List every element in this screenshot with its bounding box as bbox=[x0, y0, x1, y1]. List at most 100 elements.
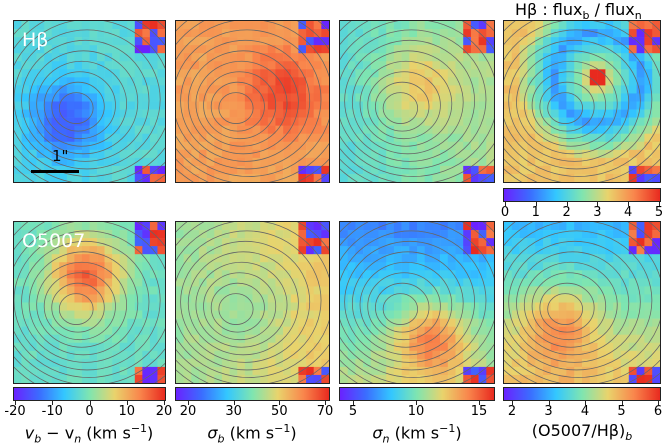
map-pixel bbox=[535, 173, 544, 182]
map-pixel bbox=[21, 262, 30, 271]
map-pixel bbox=[589, 69, 598, 78]
map-pixel bbox=[206, 270, 215, 279]
map-pixel bbox=[401, 246, 410, 255]
map-pixel bbox=[81, 85, 90, 94]
map-pixel bbox=[417, 117, 426, 126]
map-pixel bbox=[321, 141, 329, 151]
map-pixel bbox=[417, 165, 426, 175]
flux-contour bbox=[367, 71, 441, 140]
map-pixel bbox=[59, 310, 68, 319]
map-pixel bbox=[393, 286, 402, 295]
map-pixel bbox=[112, 334, 121, 344]
map-pixel bbox=[370, 165, 379, 175]
map-pixel bbox=[21, 358, 30, 368]
map-pixel bbox=[605, 117, 614, 126]
map-pixel bbox=[112, 294, 121, 303]
map-pixel bbox=[432, 374, 441, 383]
map-pixel bbox=[66, 366, 75, 376]
map-pixel bbox=[112, 270, 121, 279]
map-pixel bbox=[66, 238, 75, 247]
map-pixel bbox=[275, 350, 284, 360]
map-pixel bbox=[191, 366, 200, 376]
map-pixel bbox=[628, 61, 637, 70]
map-pixel bbox=[44, 318, 53, 327]
map-pixel bbox=[97, 85, 105, 94]
map-pixel bbox=[183, 262, 192, 271]
map-pixel bbox=[134, 125, 143, 135]
map-pixel bbox=[432, 93, 441, 102]
map-pixel bbox=[142, 318, 151, 327]
map-pixel bbox=[157, 141, 165, 151]
map-pixel bbox=[652, 246, 660, 255]
map-pixel bbox=[605, 85, 614, 94]
map-pixel bbox=[597, 77, 606, 86]
map-pixel bbox=[440, 149, 449, 159]
map-pixel bbox=[260, 45, 269, 54]
map-pixel bbox=[51, 61, 60, 70]
map-pixel bbox=[298, 133, 307, 143]
map-pixel bbox=[340, 254, 349, 263]
map-pixel bbox=[543, 109, 552, 118]
map-pixel bbox=[321, 69, 329, 78]
map-pixel bbox=[417, 230, 426, 239]
map-pixel bbox=[214, 141, 223, 151]
map-pixel bbox=[582, 350, 591, 360]
map-pixel bbox=[214, 278, 223, 287]
bottom-colorbar-3-tick-label: 6 bbox=[653, 404, 663, 419]
map-pixel bbox=[470, 334, 479, 344]
map-pixel bbox=[417, 270, 426, 279]
map-pixel bbox=[191, 69, 200, 78]
map-pixel bbox=[237, 69, 246, 78]
map-pixel bbox=[486, 238, 494, 247]
map-pixel bbox=[97, 93, 105, 102]
map-pixel bbox=[81, 21, 90, 30]
map-pixel bbox=[112, 157, 121, 167]
map-pixel bbox=[89, 326, 98, 336]
map-pixel bbox=[424, 69, 433, 78]
map-pixel bbox=[355, 29, 364, 38]
map-pixel bbox=[370, 53, 379, 62]
map-pixel bbox=[393, 93, 402, 102]
map-pixel bbox=[363, 117, 372, 126]
map-pixel bbox=[89, 238, 98, 247]
map-pixel bbox=[550, 254, 559, 263]
map-pixel bbox=[589, 238, 598, 247]
map-pixel bbox=[183, 374, 192, 383]
map-pixel bbox=[470, 37, 479, 46]
map-pixel bbox=[455, 286, 464, 295]
map-pixel bbox=[535, 61, 544, 70]
map-pixel bbox=[519, 230, 528, 239]
map-pixel bbox=[636, 125, 645, 135]
map-pixel bbox=[198, 53, 207, 62]
map-pixel bbox=[636, 149, 645, 159]
map-pixel bbox=[378, 29, 387, 38]
map-pixel bbox=[370, 334, 379, 344]
map-pixel bbox=[298, 310, 307, 319]
map-pixel bbox=[97, 45, 105, 54]
map-pixel bbox=[44, 230, 53, 239]
map-pixel bbox=[355, 109, 364, 118]
map-pixel bbox=[652, 358, 660, 368]
map-pixel bbox=[636, 141, 645, 151]
map-pixel bbox=[550, 358, 559, 368]
map-pixel bbox=[321, 286, 329, 295]
map-pixel bbox=[119, 93, 128, 102]
colorbar-sigma-b-label: σb (km s−1) bbox=[207, 423, 296, 445]
map-pixel bbox=[275, 318, 284, 327]
map-pixel bbox=[252, 246, 261, 255]
map-pixel bbox=[267, 254, 276, 263]
map-pixel bbox=[417, 246, 426, 255]
map-pixel bbox=[370, 326, 379, 336]
map-pixel bbox=[267, 262, 276, 271]
map-pixel bbox=[519, 21, 528, 30]
map-pixel bbox=[14, 222, 22, 231]
map-pixel bbox=[644, 294, 653, 303]
map-pixel bbox=[550, 326, 559, 336]
map-pixel bbox=[21, 149, 30, 159]
map-pixel bbox=[519, 238, 528, 247]
map-pixel bbox=[66, 270, 75, 279]
map-pixel bbox=[321, 117, 329, 126]
map-pixel bbox=[134, 294, 143, 303]
map-pixel bbox=[267, 358, 276, 368]
map-pixel bbox=[463, 334, 472, 344]
